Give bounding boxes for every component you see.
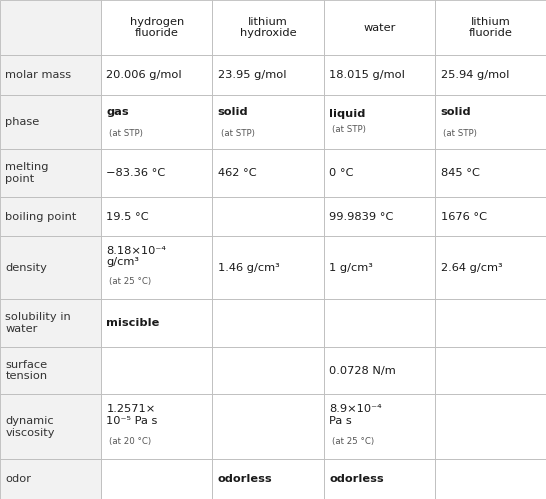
Bar	[101, 197, 212, 237]
Text: melting
point: melting point	[5, 162, 49, 184]
Bar	[0, 394, 101, 460]
Text: miscible: miscible	[106, 318, 160, 328]
Bar	[212, 0, 324, 55]
Text: 0 °C: 0 °C	[329, 168, 354, 178]
Bar	[324, 460, 435, 499]
Bar	[435, 394, 546, 460]
Text: 8.18×10⁻⁴
g/cm³: 8.18×10⁻⁴ g/cm³	[106, 246, 167, 267]
Text: density: density	[5, 263, 48, 273]
Bar	[212, 237, 324, 299]
Bar	[435, 149, 546, 197]
Text: 2.64 g/cm³: 2.64 g/cm³	[441, 263, 502, 273]
Bar	[0, 197, 101, 237]
Bar	[0, 347, 101, 394]
Text: 20.006 g/mol: 20.006 g/mol	[106, 70, 182, 80]
Text: 1 g/cm³: 1 g/cm³	[329, 263, 373, 273]
Bar	[324, 149, 435, 197]
Text: boiling point: boiling point	[5, 212, 77, 222]
Bar	[435, 347, 546, 394]
Text: (at 25 °C): (at 25 °C)	[109, 277, 151, 286]
Text: (at STP): (at STP)	[221, 129, 254, 138]
Text: (at STP): (at STP)	[332, 125, 366, 134]
Text: 19.5 °C: 19.5 °C	[106, 212, 149, 222]
Bar	[212, 394, 324, 460]
Bar	[101, 95, 212, 149]
Text: lithium
hydroxide: lithium hydroxide	[240, 17, 296, 38]
Text: 845 °C: 845 °C	[441, 168, 479, 178]
Bar	[212, 460, 324, 499]
Bar	[0, 299, 101, 347]
Bar	[324, 299, 435, 347]
Text: gas: gas	[106, 107, 129, 117]
Bar	[435, 299, 546, 347]
Bar	[101, 0, 212, 55]
Bar	[435, 0, 546, 55]
Bar	[324, 237, 435, 299]
Text: 0.0728 N/m: 0.0728 N/m	[329, 366, 396, 376]
Bar	[212, 299, 324, 347]
Text: lithium
fluoride: lithium fluoride	[469, 17, 513, 38]
Bar	[435, 197, 546, 237]
Text: 18.015 g/mol: 18.015 g/mol	[329, 70, 405, 80]
Text: odorless: odorless	[218, 474, 272, 484]
Text: phase: phase	[5, 117, 40, 127]
Text: surface
tension: surface tension	[5, 360, 48, 381]
Bar	[101, 394, 212, 460]
Text: 1.46 g/cm³: 1.46 g/cm³	[218, 263, 280, 273]
Bar	[212, 347, 324, 394]
Bar	[324, 347, 435, 394]
Text: hydrogen
fluoride: hydrogen fluoride	[129, 17, 184, 38]
Text: odor: odor	[5, 474, 32, 484]
Text: 25.94 g/mol: 25.94 g/mol	[441, 70, 509, 80]
Bar	[212, 95, 324, 149]
Bar	[101, 347, 212, 394]
Bar	[0, 237, 101, 299]
Bar	[101, 460, 212, 499]
Text: 1.2571×
10⁻⁵ Pa s: 1.2571× 10⁻⁵ Pa s	[106, 405, 158, 426]
Bar	[212, 197, 324, 237]
Bar	[324, 394, 435, 460]
Text: 1676 °C: 1676 °C	[441, 212, 486, 222]
Bar	[0, 95, 101, 149]
Bar	[324, 95, 435, 149]
Text: solid: solid	[218, 107, 248, 117]
Bar	[101, 55, 212, 95]
Text: odorless: odorless	[329, 474, 384, 484]
Bar	[0, 55, 101, 95]
Text: 23.95 g/mol: 23.95 g/mol	[218, 70, 286, 80]
Text: −83.36 °C: −83.36 °C	[106, 168, 166, 178]
Bar	[0, 0, 101, 55]
Text: (at 25 °C): (at 25 °C)	[332, 437, 374, 446]
Text: solubility in
water: solubility in water	[5, 312, 71, 334]
Bar	[101, 149, 212, 197]
Bar	[324, 197, 435, 237]
Text: 99.9839 °C: 99.9839 °C	[329, 212, 394, 222]
Bar	[435, 95, 546, 149]
Text: (at STP): (at STP)	[443, 129, 477, 138]
Bar	[212, 149, 324, 197]
Bar	[324, 55, 435, 95]
Bar	[212, 55, 324, 95]
Bar	[0, 149, 101, 197]
Text: (at 20 °C): (at 20 °C)	[109, 437, 151, 446]
Text: molar mass: molar mass	[5, 70, 72, 80]
Bar	[101, 237, 212, 299]
Bar	[435, 460, 546, 499]
Text: 8.9×10⁻⁴
Pa s: 8.9×10⁻⁴ Pa s	[329, 405, 382, 426]
Text: water: water	[363, 22, 396, 32]
Bar	[435, 237, 546, 299]
Text: liquid: liquid	[329, 109, 366, 119]
Bar	[101, 299, 212, 347]
Bar	[324, 0, 435, 55]
Bar	[0, 460, 101, 499]
Text: dynamic
viscosity: dynamic viscosity	[5, 416, 55, 438]
Bar	[435, 55, 546, 95]
Text: 462 °C: 462 °C	[218, 168, 257, 178]
Text: (at STP): (at STP)	[109, 129, 143, 138]
Text: solid: solid	[441, 107, 471, 117]
